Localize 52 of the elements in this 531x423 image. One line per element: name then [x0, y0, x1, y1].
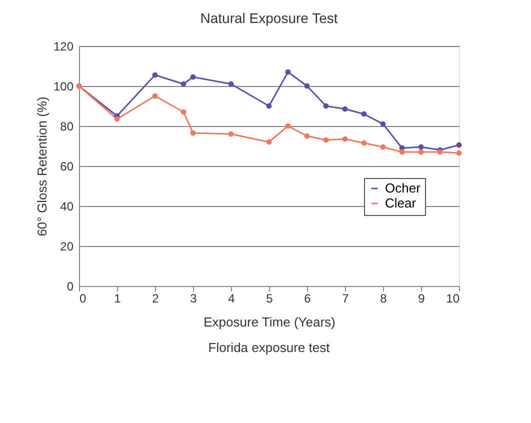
point	[418, 149, 424, 155]
point	[114, 116, 120, 122]
x-tick-label: 10	[446, 292, 460, 306]
point	[285, 123, 291, 129]
x-tick-label: 8	[380, 292, 388, 306]
point	[304, 83, 310, 89]
point	[228, 81, 234, 87]
y-axis-title: 60° Gloss Retention (%)	[34, 96, 50, 236]
x-tick-label: 7	[342, 292, 350, 306]
point	[266, 103, 272, 109]
point	[399, 149, 405, 155]
y-tick-label: 100	[53, 80, 74, 94]
text: Florida exposure test	[208, 340, 330, 355]
y-tick-label: 80	[60, 120, 74, 134]
x-tick-label: 0	[80, 292, 86, 306]
legend-label: Ocher	[385, 180, 422, 196]
x-tick-label: 2	[152, 292, 160, 306]
point	[152, 72, 158, 78]
point	[456, 142, 462, 148]
y-tick-label: 40	[60, 200, 74, 214]
x-tick-label: 1	[114, 292, 122, 306]
point	[152, 93, 158, 99]
point	[380, 144, 386, 150]
y-tick-label: 120	[53, 40, 74, 54]
legend-label: Clear	[385, 196, 417, 210]
chart-title: Natural Exposure Test	[200, 10, 338, 26]
point	[323, 137, 329, 143]
point	[266, 139, 272, 145]
point	[180, 81, 186, 87]
point	[304, 133, 310, 139]
point	[285, 69, 291, 75]
point	[190, 130, 196, 136]
y-tick-label: 0	[66, 280, 74, 294]
point	[361, 111, 367, 117]
x-tick-label: 9	[418, 292, 426, 306]
point	[418, 144, 424, 150]
x-tick-label: 6	[304, 292, 312, 306]
point	[361, 140, 367, 146]
point	[190, 74, 196, 80]
y-tick-label: 20	[60, 240, 74, 254]
x-tick-label: 3	[190, 292, 198, 306]
x-axis-title: Exposure Time (Years)	[204, 314, 336, 330]
point	[380, 121, 386, 127]
point	[342, 136, 348, 142]
point	[323, 103, 329, 109]
point	[456, 150, 462, 156]
x-tick-label: 4	[228, 292, 236, 306]
y-tick-label: 60	[60, 160, 74, 174]
point	[180, 109, 186, 115]
x-tick-label: 5	[266, 292, 274, 306]
point	[228, 131, 234, 137]
point	[342, 106, 348, 112]
